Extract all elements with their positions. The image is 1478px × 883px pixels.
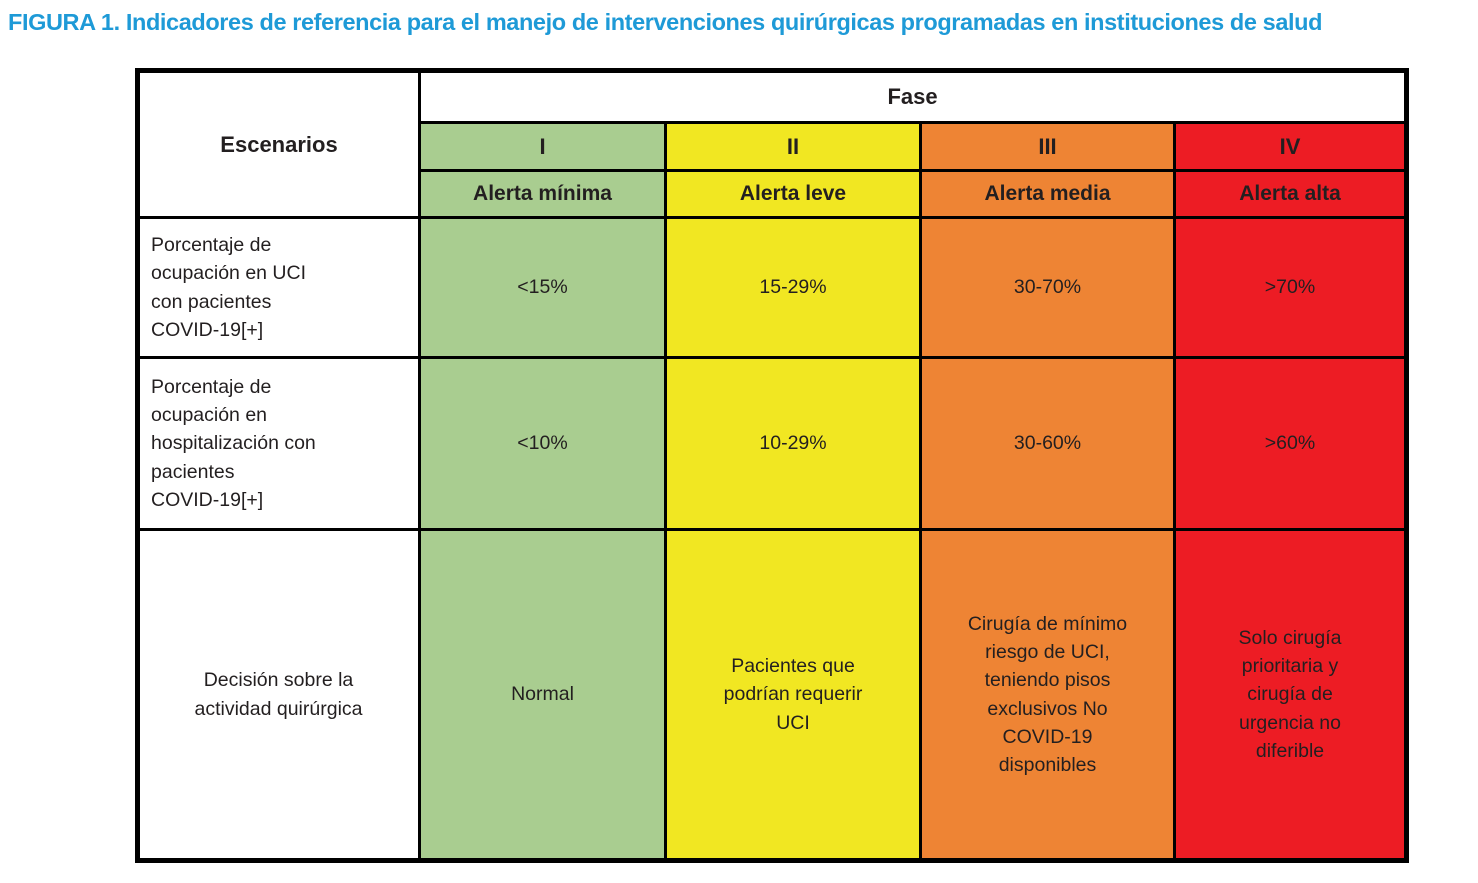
alert-label-cell-4: Alerta alta <box>1172 169 1409 219</box>
data-row-uci: Porcentaje de ocupación en UCI con pacie… <box>136 216 1409 359</box>
corner-header-cell: Escenarios <box>136 69 421 219</box>
row-label-cell-uci: Porcentaje de ocupación en UCI con pacie… <box>136 216 421 359</box>
value-cell-hosp-phase1: <10% <box>418 356 667 531</box>
value-cell-decision-phase3: Cirugía de mínimo riesgo de UCI, teniend… <box>919 528 1176 862</box>
row-label-cell-hospitalizacion: Porcentaje de ocupación en hospitalizaci… <box>136 356 421 531</box>
value-cell-hosp-phase2: 10-29% <box>664 356 922 531</box>
header-row-numerals: I II III IV <box>138 121 1409 172</box>
header-row-fase: Escenarios Fase <box>136 69 1409 219</box>
value-cell-decision-phase4: Solo cirugía prioritaria y cirugía de ur… <box>1172 528 1409 862</box>
value-cell-uci-phase4: >70% <box>1172 216 1409 359</box>
alert-label-cell-3: Alerta media <box>919 169 1176 219</box>
fase-header-cell: Fase <box>417 69 1409 124</box>
phase-numeral-cell-3: III <box>919 121 1176 172</box>
value-cell-decision-phase2: Pacientes que podrían requerir UCI <box>664 528 922 862</box>
phase-numeral-cell-4: IV <box>1172 121 1409 172</box>
value-cell-hosp-phase3: 30-60% <box>919 356 1176 531</box>
value-cell-uci-phase1: <15% <box>418 216 667 359</box>
header-row-alerts: Alerta mínima Alerta leve Alerta media A… <box>138 169 1409 219</box>
value-cell-hosp-phase4: >60% <box>1172 356 1409 531</box>
alert-label-cell-2: Alerta leve <box>664 169 922 219</box>
alert-label-cell-1: Alerta mínima <box>418 169 667 219</box>
data-row-hospitalizacion: Porcentaje de ocupación en hospitalizaci… <box>136 356 1409 531</box>
figure-title: FIGURA 1. Indicadores de referencia para… <box>8 9 1323 35</box>
phase-numeral-cell-1: I <box>418 121 667 172</box>
value-cell-decision-phase1: Normal <box>418 528 667 862</box>
data-row-decision: Decisión sobre la actividad quirúrgica N… <box>136 528 1409 862</box>
indicator-table: Escenarios Fase I II III IV Alerta mínim… <box>135 68 1410 863</box>
value-cell-uci-phase3: 30-70% <box>919 216 1176 359</box>
row-label-cell-decision: Decisión sobre la actividad quirúrgica <box>136 528 421 862</box>
phase-numeral-cell-2: II <box>664 121 922 172</box>
value-cell-uci-phase2: 15-29% <box>664 216 922 359</box>
